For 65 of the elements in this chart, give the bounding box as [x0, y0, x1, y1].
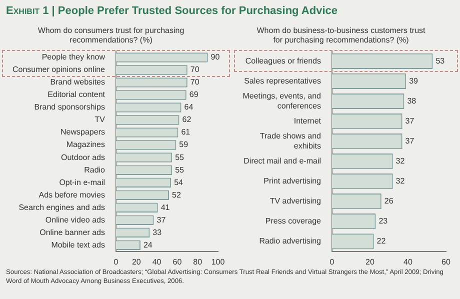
y-tick-label: Ads before movies: [38, 190, 105, 200]
y-tick-label: Sales representatives: [244, 76, 321, 86]
x-tick-label: 0: [330, 257, 335, 266]
y-tick-label: Trade shows and exhibits: [260, 132, 321, 150]
y-tick-label: People they know: [42, 52, 106, 62]
data-label: 90: [210, 52, 220, 62]
data-label: 54: [174, 178, 184, 187]
y-tick-label: Online banner ads: [40, 228, 105, 237]
data-label: 37: [156, 215, 166, 224]
data-label: 61: [181, 128, 191, 137]
y-tick-label: TV advertising: [270, 196, 321, 206]
data-label: 70: [190, 65, 200, 74]
data-label: 24: [143, 240, 153, 250]
y-tick-label: Outdoor ads: [60, 152, 105, 162]
y-tick-label: Newspapers: [60, 128, 105, 137]
data-label: 37: [405, 136, 415, 146]
y-tick-label: TV: [94, 115, 106, 124]
y-tick-label: Brand sponsorships: [34, 102, 105, 112]
chart-subtitle: Whom do consumers trust for purchasing recommendations? (%): [38, 26, 184, 45]
data-label: 26: [384, 196, 394, 206]
y-tick-label: Editorial content: [48, 90, 106, 100]
x-tick-label: 20: [366, 257, 375, 266]
x-tick-label: 40: [404, 257, 413, 266]
y-tick-label: Direct mail and e-mail: [244, 156, 322, 166]
chart-title: Exhibit 1 | People Prefer Trusted Sources for Purchasing Advice: [6, 5, 338, 17]
data-label: 52: [172, 190, 182, 200]
y-tick-label: Meetings, events, and conferences: [242, 92, 321, 110]
data-label: 62: [182, 115, 192, 124]
y-tick-label: Internet: [294, 116, 322, 126]
y-tick-label: Magazines: [66, 140, 105, 150]
data-label: 38: [407, 96, 417, 106]
data-label: 70: [190, 78, 200, 87]
y-tick-label: Radio advertising: [259, 236, 321, 246]
x-tick-label: 0: [114, 257, 119, 266]
data-label: 23: [378, 216, 388, 226]
data-label: 37: [405, 116, 415, 126]
data-label: 41: [160, 202, 170, 212]
y-tick-label: Colleagues or friends: [245, 56, 321, 66]
y-tick-label: Mobile text ads: [51, 240, 105, 250]
x-tick-label: 60: [442, 257, 451, 266]
y-tick-label: Opt-in e-mail: [59, 178, 106, 187]
y-tick-label: Brand websites: [50, 78, 105, 87]
y-tick-label: Consumer opinions online: [12, 65, 106, 74]
x-tick-label: 80: [193, 257, 203, 266]
y-tick-label: Online video ads: [45, 215, 105, 224]
data-label: 55: [175, 165, 185, 174]
data-label: 22: [376, 236, 386, 246]
data-label: 53: [436, 56, 446, 66]
data-label: 55: [175, 152, 185, 162]
x-tick-label: 100: [211, 257, 226, 266]
data-label: 64: [184, 102, 194, 112]
chart-subtitle: Whom do business-to-business customers trust for purchasing recommendations? (%): [256, 26, 426, 45]
data-label: 69: [189, 90, 199, 100]
x-tick-label: 20: [132, 257, 142, 266]
data-label: 32: [396, 156, 406, 166]
y-tick-label: Print advertising: [264, 176, 321, 186]
data-label: 39: [409, 76, 419, 86]
y-tick-label: Press coverage: [265, 216, 322, 226]
x-tick-label: 40: [152, 257, 162, 266]
x-tick-label: 60: [172, 257, 182, 266]
data-label: 33: [152, 228, 162, 237]
y-tick-label: Search engines and ads: [18, 202, 105, 212]
data-label: 59: [179, 140, 189, 150]
data-label: 32: [396, 176, 406, 186]
y-tick-label: Radio: [84, 165, 106, 174]
